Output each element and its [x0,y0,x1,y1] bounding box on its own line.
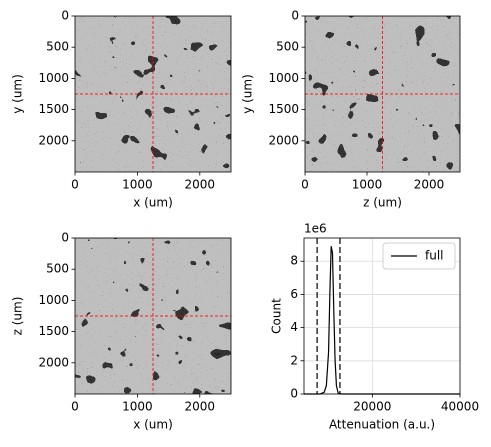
y-tick-label: 2000 [38,355,69,369]
x-tick-label: 1000 [352,178,383,192]
axes-frame [304,15,461,173]
panel: full 1e6 20000 40000 0 2 4 6 8 Attenuation (a.u.)… [270,222,480,432]
x-tick-label: 0 [301,178,309,192]
y-tick-label: 0 [291,9,299,23]
axes-frame [303,237,461,395]
y-offset-label: 1e6 [304,222,327,236]
y-tick-label: 4 [290,320,298,334]
y-tick-label: 500 [46,262,69,276]
y-axis-label: y (um) [11,74,25,114]
x-axis-label: Attenuation (a.u.) [329,418,435,432]
y-tick-label: 0 [61,231,69,245]
x-tick-label: 2000 [414,178,445,192]
y-tick-label: 0 [61,9,69,23]
x-axis-label: x (um) [133,196,173,210]
y-tick-label: 8 [290,254,298,268]
y-tick-label: 1500 [38,102,69,116]
y-tick-label: 1000 [268,71,299,85]
x-tick-label: 1000 [122,400,153,414]
y-tick-label: 1500 [268,102,299,116]
x-tick-label: 2000 [185,400,216,414]
y-tick-label: 0 [290,387,298,401]
y-tick-label: 1500 [38,324,69,338]
y-axis-label: Count [270,298,284,334]
x-tick-label: 20000 [353,400,391,414]
panel: 0 1000 2000 0 500 1000 1500 2000 x (um) z (um) [11,231,232,432]
panel: 0 1000 2000 0 500 1000 1500 2000 z (um) y (um) [241,9,461,210]
axes-frame [74,15,232,173]
y-tick-label: 6 [290,287,298,301]
x-tick-label: 40000 [441,400,479,414]
panel: 0 1000 2000 0 500 1000 1500 2000 x (um) y (um) [11,9,232,210]
y-tick-label: 2000 [268,133,299,147]
x-axis-label: x (um) [133,418,173,432]
legend-label: full [425,249,444,263]
y-axis-label: z (um) [11,297,25,336]
y-tick-label: 500 [46,40,69,54]
x-tick-label: 0 [71,178,79,192]
x-tick-label: 1000 [122,178,153,192]
y-axis-label: y (um) [241,74,255,114]
y-tick-label: 2 [290,353,298,367]
y-tick-label: 1000 [38,293,69,307]
y-tick-label: 1000 [38,71,69,85]
x-axis-label: z (um) [363,196,402,210]
series-line [304,246,460,395]
y-tick-label: 500 [276,40,299,54]
y-tick-label: 2000 [38,133,69,147]
axes-frame [74,237,232,395]
x-tick-label: 0 [71,400,79,414]
x-tick-label: 2000 [185,178,216,192]
legend-box [382,242,456,270]
